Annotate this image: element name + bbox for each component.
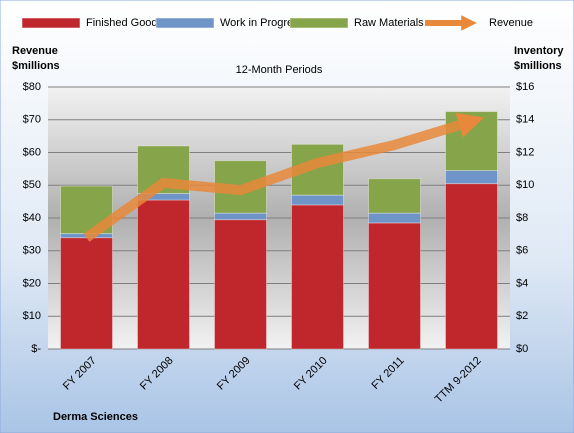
legend-label: Work in Progress bbox=[220, 17, 305, 29]
bar-segment bbox=[445, 111, 498, 172]
y2-tick-label: $10 bbox=[516, 179, 534, 191]
legend-swatch bbox=[289, 17, 349, 29]
y2-tick-label: $0 bbox=[516, 343, 528, 355]
bar-segment bbox=[137, 199, 190, 350]
y-tick-label: $10 bbox=[23, 310, 41, 322]
y-tick-label: $20 bbox=[23, 277, 41, 289]
line-series bbox=[83, 112, 484, 242]
legend-label: Revenue bbox=[489, 17, 533, 29]
y2-tick-label: $2 bbox=[516, 310, 528, 322]
y2-tick-label: $14 bbox=[516, 114, 534, 126]
chart-title: 12-Month Periods bbox=[236, 64, 323, 76]
footer: Derma Sciences bbox=[53, 411, 138, 423]
legend-label: Raw Materials bbox=[354, 17, 424, 29]
bar-segment bbox=[291, 194, 344, 206]
bar-segment bbox=[445, 170, 498, 185]
y-tick-label: $40 bbox=[23, 212, 41, 224]
bar-segment bbox=[214, 219, 267, 350]
legend-swatch bbox=[155, 17, 215, 29]
y-tick-label: $30 bbox=[23, 245, 41, 257]
legend-label: Finished Goods bbox=[86, 17, 164, 29]
y2-tick-label: $4 bbox=[516, 277, 528, 289]
y-tick-label: $80 bbox=[23, 81, 41, 93]
y-tick-label: $50 bbox=[23, 179, 41, 191]
legend-swatch bbox=[21, 17, 81, 29]
y-tick-label: $60 bbox=[23, 146, 41, 158]
bar-segment bbox=[368, 212, 421, 224]
bar-segment bbox=[60, 237, 113, 350]
bar-segment bbox=[368, 178, 421, 214]
y2-tick-label: $16 bbox=[516, 81, 534, 93]
bar-segment bbox=[291, 204, 344, 350]
y2-tick-label: $12 bbox=[516, 146, 534, 158]
y2-axis-title: Inventory bbox=[514, 45, 564, 57]
y-axis-title: $millions bbox=[12, 60, 60, 72]
y2-tick-label: $8 bbox=[516, 212, 528, 224]
bar-segment bbox=[445, 183, 498, 350]
y-tick-label: $- bbox=[31, 343, 41, 355]
y2-tick-label: $6 bbox=[516, 245, 528, 257]
y-tick-label: $70 bbox=[23, 114, 41, 126]
y2-axis-title: $millions bbox=[514, 60, 562, 72]
bar-segment bbox=[214, 212, 267, 221]
y-axis-title: Revenue bbox=[12, 45, 58, 57]
bar-segment bbox=[368, 222, 421, 350]
